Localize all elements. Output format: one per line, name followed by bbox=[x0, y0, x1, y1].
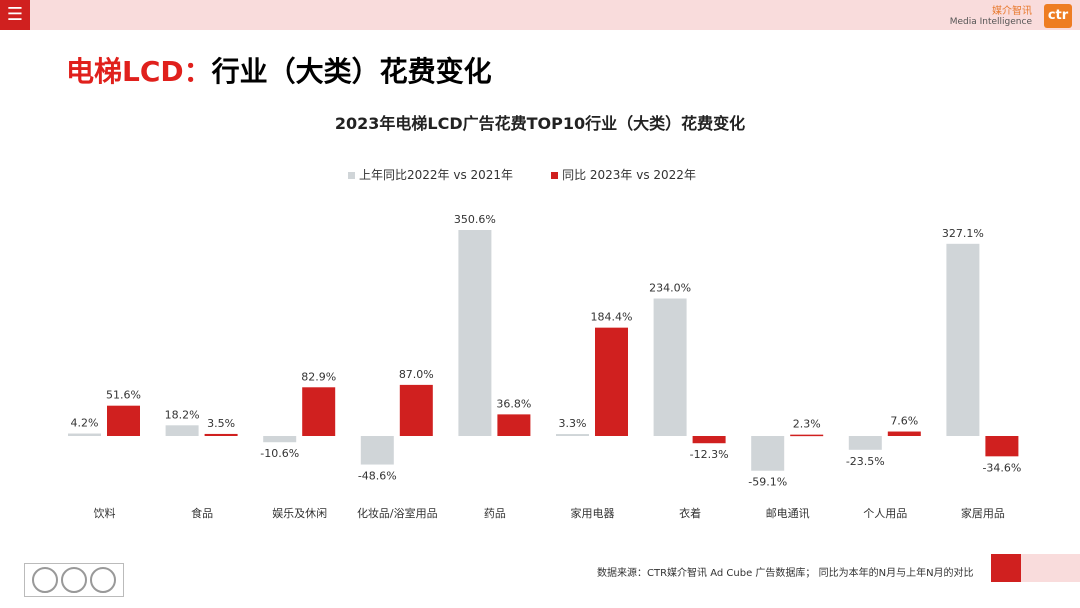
data-label: 3.5% bbox=[207, 417, 235, 430]
bar bbox=[848, 436, 882, 450]
category-label: 食品 bbox=[191, 506, 213, 520]
data-label: 2.3% bbox=[793, 418, 821, 431]
bar bbox=[360, 436, 394, 465]
data-label: 36.8% bbox=[496, 397, 531, 410]
category-label: 家居用品 bbox=[961, 506, 1005, 520]
bar bbox=[887, 431, 921, 436]
bar bbox=[107, 405, 140, 436]
category-label: 化妆品/浴室用品 bbox=[357, 506, 438, 520]
logo: 媒介智讯 Media Intelligence bbox=[950, 6, 1032, 28]
data-label: -59.1% bbox=[748, 476, 787, 489]
bar bbox=[692, 436, 726, 444]
category-label: 衣着 bbox=[679, 506, 701, 520]
data-label: 51.6% bbox=[106, 389, 141, 402]
data-label: -23.5% bbox=[846, 455, 885, 468]
logo-cn: 媒介智讯 bbox=[992, 6, 1032, 17]
data-label: -34.6% bbox=[982, 461, 1021, 474]
bar bbox=[595, 327, 628, 436]
bar bbox=[751, 436, 785, 471]
logo-en: Media Intelligence bbox=[949, 17, 1032, 27]
data-label: -10.6% bbox=[260, 447, 299, 460]
category-label: 家用电器 bbox=[571, 506, 615, 520]
bar bbox=[204, 433, 238, 436]
bar bbox=[68, 433, 101, 436]
category-label: 饮料 bbox=[94, 506, 116, 520]
bar bbox=[497, 414, 531, 436]
bar bbox=[263, 436, 297, 443]
bar bbox=[302, 387, 336, 436]
bar bbox=[985, 436, 1019, 457]
category-label: 娱乐及休闲 bbox=[272, 506, 327, 520]
data-label: -48.6% bbox=[358, 470, 397, 483]
data-label: 3.3% bbox=[559, 417, 587, 430]
legend-item-2: 同比 2023年 vs 2022年 bbox=[551, 166, 696, 183]
category-label: 个人用品 bbox=[863, 507, 907, 520]
category-label: 邮电通讯 bbox=[766, 507, 810, 520]
bar bbox=[790, 434, 824, 437]
bar bbox=[399, 384, 433, 436]
data-label: 87.0% bbox=[399, 368, 434, 381]
data-source: 数据来源：CTR媒介智讯 Ad Cube 广告数据库； 同比为本年的N月与上年N… bbox=[597, 568, 974, 579]
bar bbox=[653, 298, 687, 436]
data-label: 4.2% bbox=[71, 417, 99, 430]
category-label: 药品 bbox=[484, 507, 506, 520]
sgs-certification-icons bbox=[24, 563, 124, 597]
top-bar bbox=[0, 0, 1080, 30]
legend-item-1: 上年同比2022年 vs 2021年 bbox=[348, 166, 513, 183]
bar bbox=[458, 230, 492, 436]
menu-icon[interactable]: ☰ bbox=[0, 0, 30, 30]
legend: 上年同比2022年 vs 2021年 同比 2023年 vs 2022年 bbox=[348, 166, 696, 183]
bar bbox=[165, 425, 199, 436]
data-label: 7.6% bbox=[890, 415, 918, 428]
title-red: 电梯LCD： bbox=[66, 55, 212, 88]
footer-pink-block bbox=[1021, 554, 1080, 582]
data-label: 82.9% bbox=[301, 370, 336, 383]
ctr-logo: ctr bbox=[1044, 4, 1072, 28]
data-label: 234.0% bbox=[649, 282, 691, 295]
data-label: 18.2% bbox=[165, 408, 200, 421]
chart-title: 2023年电梯LCD广告花费TOP10行业（大类）花费变化 bbox=[334, 114, 746, 133]
data-label: 184.4% bbox=[591, 311, 633, 324]
data-label: -12.3% bbox=[690, 448, 729, 461]
data-label: 327.1% bbox=[942, 227, 984, 240]
footer-red-block bbox=[991, 554, 1021, 582]
page-title: 电梯LCD：行业（大类）花费变化 bbox=[66, 50, 492, 90]
title-black: 行业（大类）花费变化 bbox=[211, 55, 492, 88]
bar bbox=[556, 434, 589, 436]
data-label: 350.6% bbox=[454, 213, 496, 226]
bar bbox=[946, 243, 980, 436]
